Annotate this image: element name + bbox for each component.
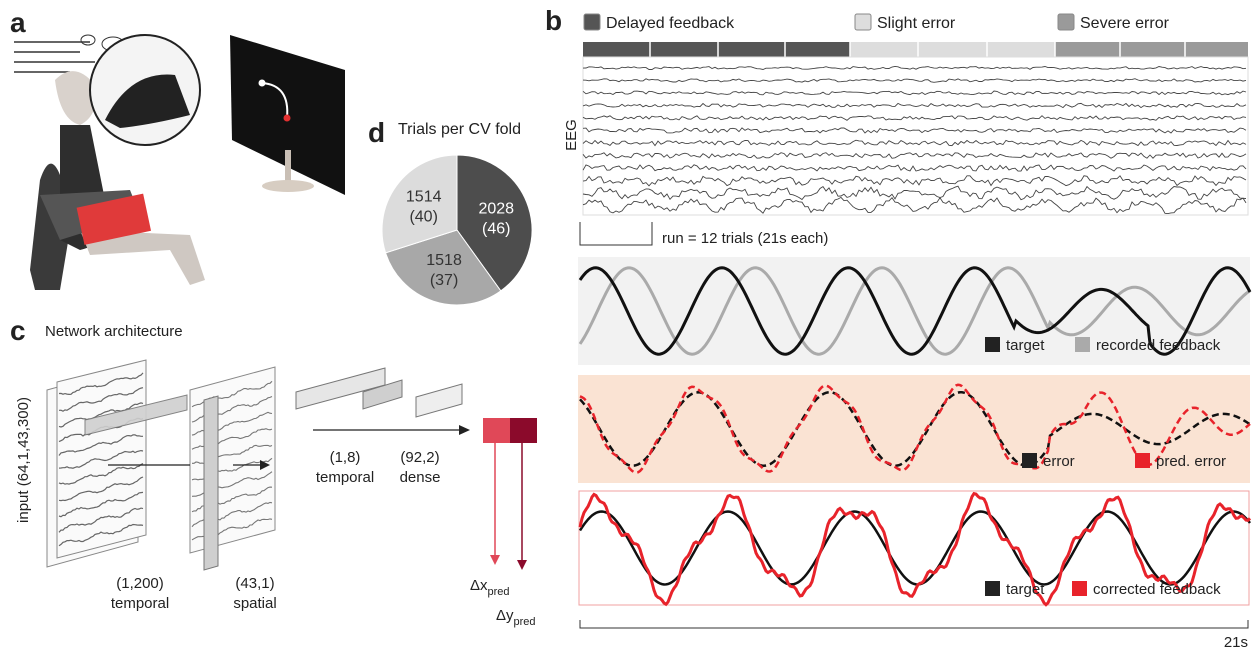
legend-swatch bbox=[1022, 453, 1037, 468]
arrow-head bbox=[490, 555, 500, 565]
legend-label: target bbox=[1006, 337, 1045, 354]
eeg-trace bbox=[583, 116, 1246, 121]
eeg-trace bbox=[583, 153, 1246, 159]
eeg-traces bbox=[583, 42, 1248, 215]
pie-title: Trials per CV fold bbox=[398, 121, 521, 138]
output-unit bbox=[510, 418, 537, 443]
panel-letter: d bbox=[368, 117, 385, 148]
slice-value: 1518 bbox=[426, 252, 462, 269]
time-label: 21s bbox=[1224, 634, 1248, 651]
output-symbol: Δx bbox=[470, 577, 488, 594]
legend-label: Delayed feedback bbox=[606, 15, 735, 32]
input-label: input (64,1,43,300) bbox=[15, 397, 32, 523]
layer-kind: temporal bbox=[316, 469, 374, 486]
panel-letter: c bbox=[10, 315, 26, 346]
time-bar bbox=[580, 620, 1248, 628]
eeg-trace bbox=[583, 103, 1246, 107]
slice-count: (40) bbox=[409, 209, 437, 226]
legend-swatch bbox=[855, 14, 871, 30]
output-symbol: Δy bbox=[496, 607, 514, 624]
layer-kind: spatial bbox=[233, 595, 276, 612]
eeg-trace bbox=[583, 66, 1246, 69]
eeg-trace bbox=[583, 186, 1246, 200]
condition-bar bbox=[850, 42, 1055, 57]
layer-shape: (43,1) bbox=[235, 575, 274, 592]
legend-swatch bbox=[1075, 337, 1090, 352]
panel-letter: a bbox=[10, 7, 26, 38]
pie-chart: 2028 (46) 1518 (37) 1514 (40) bbox=[382, 155, 532, 305]
legend-swatch bbox=[1072, 581, 1087, 596]
eeg-axis-label: EEG bbox=[563, 119, 580, 151]
panel-letter: b bbox=[545, 5, 562, 36]
network-labels: (1,200) temporal (43,1) spatial (1,8) tempora… bbox=[111, 418, 537, 628]
scale-label: run = 12 trials (21s each) bbox=[662, 230, 828, 247]
output-subscript: pred bbox=[488, 586, 510, 598]
legend-swatch bbox=[985, 337, 1000, 352]
slice-value: 1514 bbox=[406, 189, 442, 206]
eeg-trace bbox=[583, 128, 1246, 133]
condition-bar bbox=[1055, 42, 1248, 57]
eeg-trace bbox=[583, 140, 1246, 145]
legend-label: corrected feedback bbox=[1093, 581, 1221, 598]
eeg-trace bbox=[583, 165, 1246, 171]
legend-swatch bbox=[1058, 14, 1074, 30]
condition-bar bbox=[583, 42, 850, 57]
legend-swatch bbox=[584, 14, 600, 30]
legend-swatch bbox=[985, 581, 1000, 596]
scale-bar bbox=[580, 222, 652, 245]
legend-label: error bbox=[1043, 453, 1075, 470]
output-label: Δxpred bbox=[470, 577, 510, 598]
output-unit bbox=[483, 418, 510, 443]
slice-count: (46) bbox=[482, 220, 510, 237]
legend-label: pred. error bbox=[1156, 453, 1226, 470]
eeg-trace bbox=[583, 79, 1246, 83]
legend-label: target bbox=[1006, 581, 1045, 598]
slice-value: 2028 bbox=[478, 200, 514, 217]
layer-shape: (92,2) bbox=[400, 449, 439, 466]
legend-label: Severe error bbox=[1080, 15, 1170, 32]
output-subscript: pred bbox=[514, 616, 536, 628]
slice-count: (37) bbox=[430, 272, 458, 289]
arrow-head bbox=[517, 560, 527, 570]
eeg-trace bbox=[583, 197, 1246, 213]
layer-kind: temporal bbox=[111, 595, 169, 612]
setup-illustration bbox=[14, 35, 345, 290]
eeg-trace bbox=[583, 176, 1246, 186]
legend-label: Slight error bbox=[877, 15, 956, 32]
eeg-trace bbox=[583, 91, 1246, 95]
legend-label: recorded feedback bbox=[1096, 337, 1221, 354]
output-label: Δypred bbox=[496, 607, 536, 628]
layer-shape: (1,8) bbox=[330, 449, 361, 466]
layer-shape: (1,200) bbox=[116, 575, 164, 592]
layer-kind: dense bbox=[400, 469, 441, 486]
legend-swatch bbox=[1135, 453, 1150, 468]
figure: a b c d Trials per CV fold 2028 (46) 1518 (… bbox=[0, 0, 1253, 652]
network-title: Network architecture bbox=[45, 323, 183, 340]
eeg-legend: Delayed feedback Slight error Severe error bbox=[583, 14, 1248, 57]
